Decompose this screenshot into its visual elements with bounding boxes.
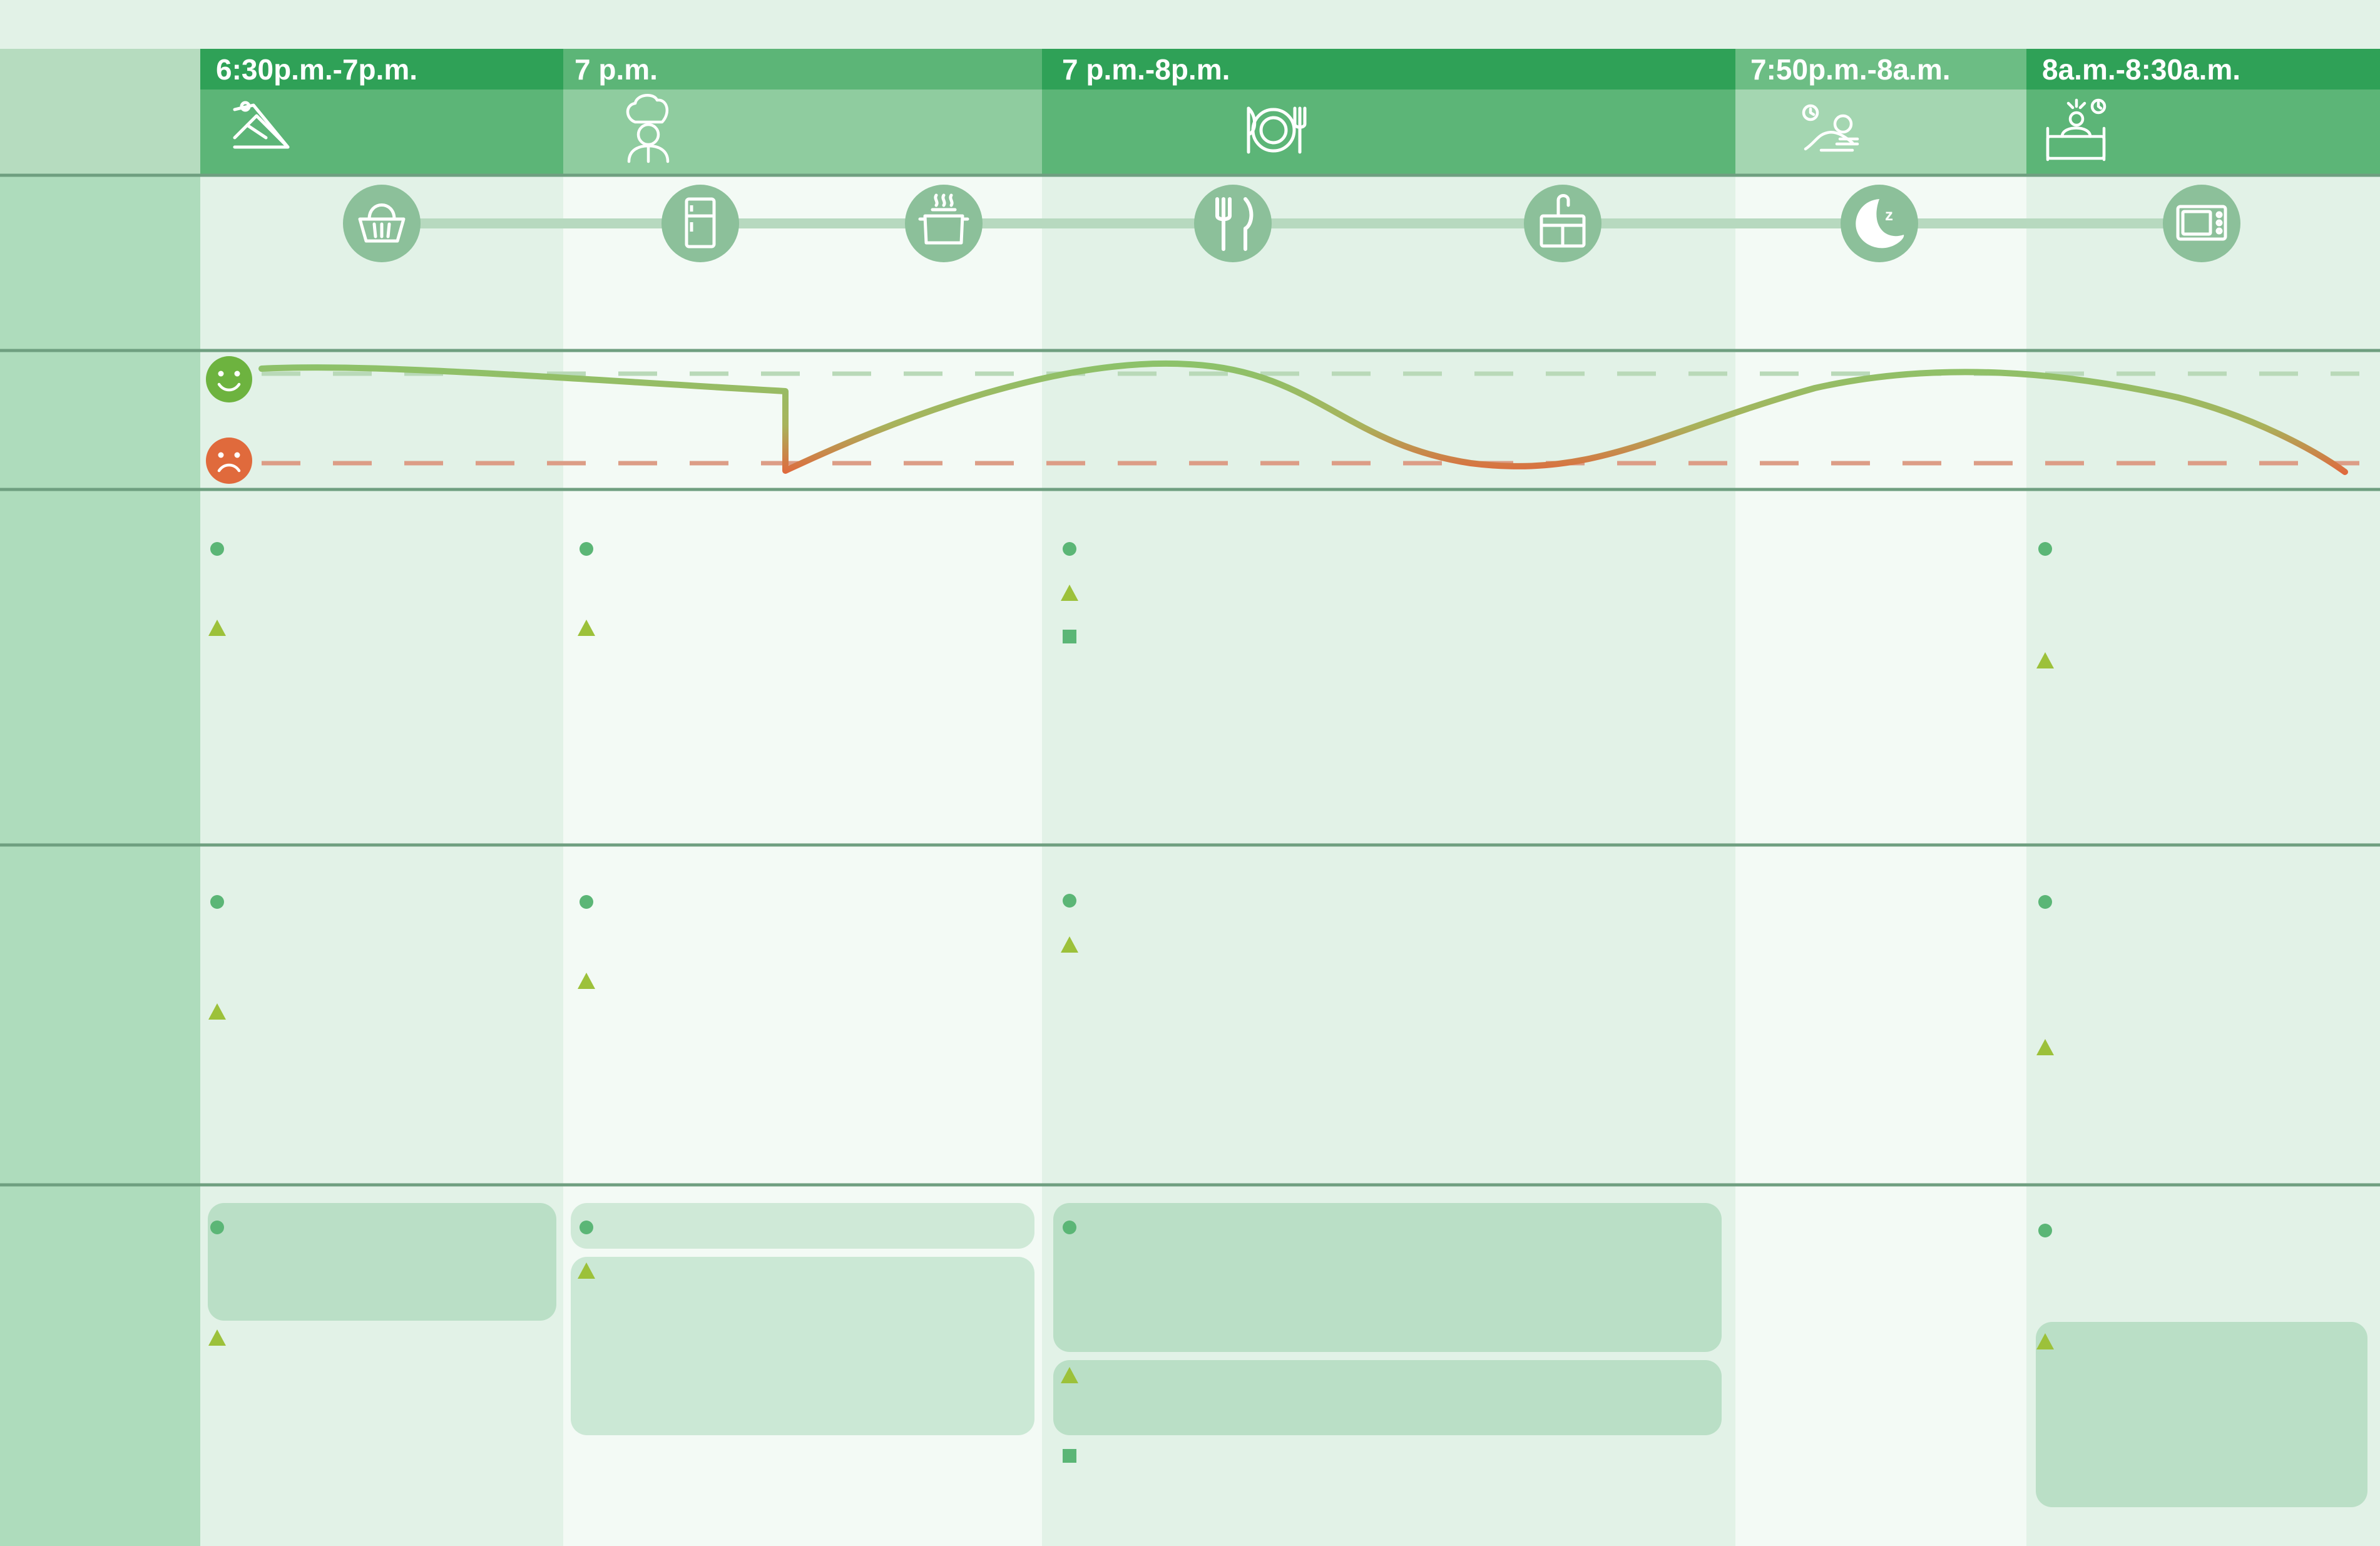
cards-row-3 <box>208 1203 2367 1507</box>
card <box>571 1203 1034 1249</box>
phase-time-label-1: 6:30p.m.-7p.m. <box>216 53 418 86</box>
card <box>1053 1360 1722 1435</box>
cooking-pot-icon <box>905 185 983 262</box>
sad-face-icon <box>206 438 252 484</box>
row-dividers <box>0 173 2380 1187</box>
chef-icon <box>626 94 670 163</box>
bullet-markers-row-3 <box>208 1221 2054 1463</box>
lane-header-cell <box>0 49 200 174</box>
column-1-bg <box>200 174 563 1546</box>
card <box>2036 1322 2367 1507</box>
plate-fork-knife-icon <box>1247 106 1307 154</box>
happy-face-icon <box>206 356 252 402</box>
top-strip <box>0 0 2380 49</box>
phase-time-label-3: 7 p.m.-8p.m. <box>1062 53 1230 86</box>
phase-header-2 <box>563 49 1042 174</box>
bullet-markers-row-1 <box>208 542 2054 668</box>
column-4-bg <box>1735 174 2026 1546</box>
fork-knife-icon <box>1194 185 1272 262</box>
svg-text:z: z <box>1885 205 1893 224</box>
fridge-icon <box>661 185 739 262</box>
emotion-curve <box>258 360 2348 475</box>
card <box>1053 1203 1722 1352</box>
bullet-markers-row-2 <box>208 894 2054 1055</box>
sleeping-person-icon <box>1802 104 1859 152</box>
phase-time-label-4: 7:50p.m.-8a.m. <box>1750 53 1951 86</box>
phase-header-1 <box>200 49 563 174</box>
slide-icon <box>233 101 290 149</box>
phase-time-label-5: 8a.m.-8:30a.m. <box>2042 53 2241 86</box>
phase-header-4 <box>1735 49 2026 174</box>
phase-time-label-2: 7 p.m. <box>575 53 658 86</box>
card <box>571 1257 1034 1435</box>
microwave-icon <box>2163 185 2240 262</box>
sink-icon <box>1524 185 1601 262</box>
phase-header-3 <box>1042 49 1735 174</box>
moon-icon: z <box>1841 185 1918 262</box>
row-label-lane <box>0 49 200 1546</box>
waking-up-bed-icon <box>2046 98 2107 161</box>
card <box>208 1203 556 1321</box>
basket-icon <box>343 185 421 262</box>
